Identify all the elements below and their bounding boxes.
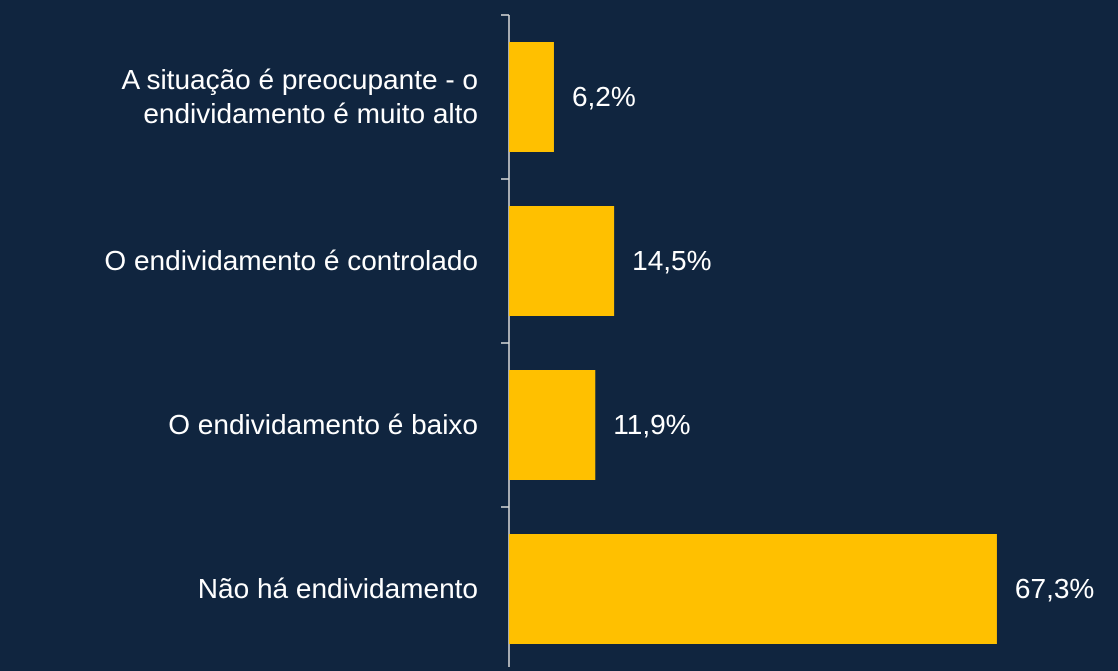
- bar: [509, 370, 596, 480]
- value-label: 6,2%: [571, 81, 636, 112]
- value-label: 67,3%: [1014, 573, 1095, 604]
- category-label: O endividamento é baixo: [168, 409, 478, 440]
- category-label: O endividamento é controlado: [104, 245, 478, 276]
- category-label: A situação é preocupante - o endividamen…: [121, 64, 478, 129]
- value-label: 11,9%: [613, 409, 691, 440]
- bar: [509, 206, 615, 316]
- value-label: 14,5%: [632, 245, 712, 276]
- bar: [509, 42, 554, 152]
- category-label: Não há endividamento: [197, 573, 478, 604]
- bar: [509, 534, 997, 644]
